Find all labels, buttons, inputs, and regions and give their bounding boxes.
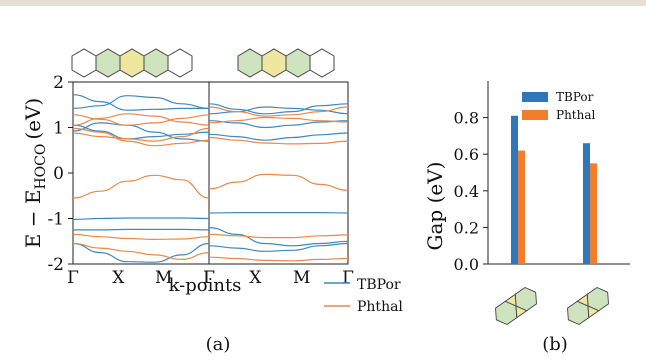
legend: TBPor Phthal [324, 277, 403, 315]
gap-y-tick-label: 0.8 [454, 109, 479, 128]
band-line-tbpor-2-3 [209, 121, 348, 128]
band-line-phthal-1-13 [73, 234, 209, 239]
bar-tbpor-1 [511, 116, 518, 264]
legend-label-tbpor: TBPor [357, 277, 401, 293]
x-tick-label: X [249, 268, 262, 288]
band-line-phthal-1-12 [73, 175, 209, 198]
y-tick-label: -1 [47, 210, 64, 230]
y-tick-label: 0 [53, 164, 64, 184]
y-tick-label: -2 [47, 255, 64, 275]
x-tick-label: X [112, 268, 125, 288]
gap-y-tick-labels: 0.0 0.2 0.4 0.6 0.8 [454, 109, 488, 274]
gap-bars [511, 116, 597, 264]
legend-label-phthal: Phthal [357, 299, 403, 315]
panel-label-a: (a) [206, 334, 231, 355]
gap-legend-label-phthal: Phthal [556, 108, 596, 122]
bar-phthal-1 [518, 151, 525, 264]
gap-legend: TBPor Phthal [522, 90, 596, 122]
x-tick-label: Γ [342, 268, 354, 288]
x-tick-label: M [293, 268, 310, 288]
x-tick-label: Γ [67, 268, 79, 288]
molecule-icon-category-1 [491, 284, 542, 328]
bar-tbpor-2 [583, 143, 590, 264]
band-line-phthal-1-10 [73, 128, 209, 145]
bar-phthal-2 [590, 163, 597, 264]
y-axis-label-unit: (eV) [21, 98, 45, 140]
gap-y-tick-label: 0.2 [454, 218, 479, 237]
gap-y-tick-label: 0.6 [454, 145, 479, 164]
band-line-tbpor-1-5 [73, 218, 209, 219]
band-line-tbpor-1-2 [73, 96, 209, 109]
molecule-right-structure [238, 49, 334, 77]
gap-legend-swatch-tbpor [522, 92, 548, 102]
y-axis-label-subscript: HOCO [33, 144, 49, 190]
panel-label-b: (b) [542, 334, 568, 355]
molecule-icon-category-2 [563, 284, 614, 328]
gap-legend-swatch-phthal [522, 110, 548, 120]
band-line-phthal-2-13 [209, 257, 348, 261]
molecule-left-structure [72, 49, 192, 77]
gap-legend-label-tbpor: TBPor [556, 90, 594, 104]
gap-y-tick-label: 0.0 [454, 255, 479, 274]
y-tick-label: 1 [53, 119, 64, 139]
band-line-tbpor-2-6 [209, 228, 348, 246]
top-border-strip [0, 0, 646, 6]
band-line-phthal-2-12 [209, 234, 348, 237]
x-axis-label: k-points [169, 275, 242, 296]
y-axis-label-main: E − E [21, 190, 45, 249]
band-lines [73, 95, 348, 263]
band-line-tbpor-1-6 [73, 229, 209, 230]
y-tick-label: 2 [53, 73, 64, 93]
gap-y-axis-label: Gap (eV) [423, 162, 447, 251]
gap-y-tick-label: 0.4 [454, 182, 479, 201]
band-line-phthal-2-11 [209, 174, 348, 190]
band-line-tbpor-2-4 [209, 133, 348, 140]
y-axis-label: E − EHOCO (eV) [21, 98, 49, 248]
y-tick-labels: 2 1 0 -1 -2 [47, 73, 73, 275]
